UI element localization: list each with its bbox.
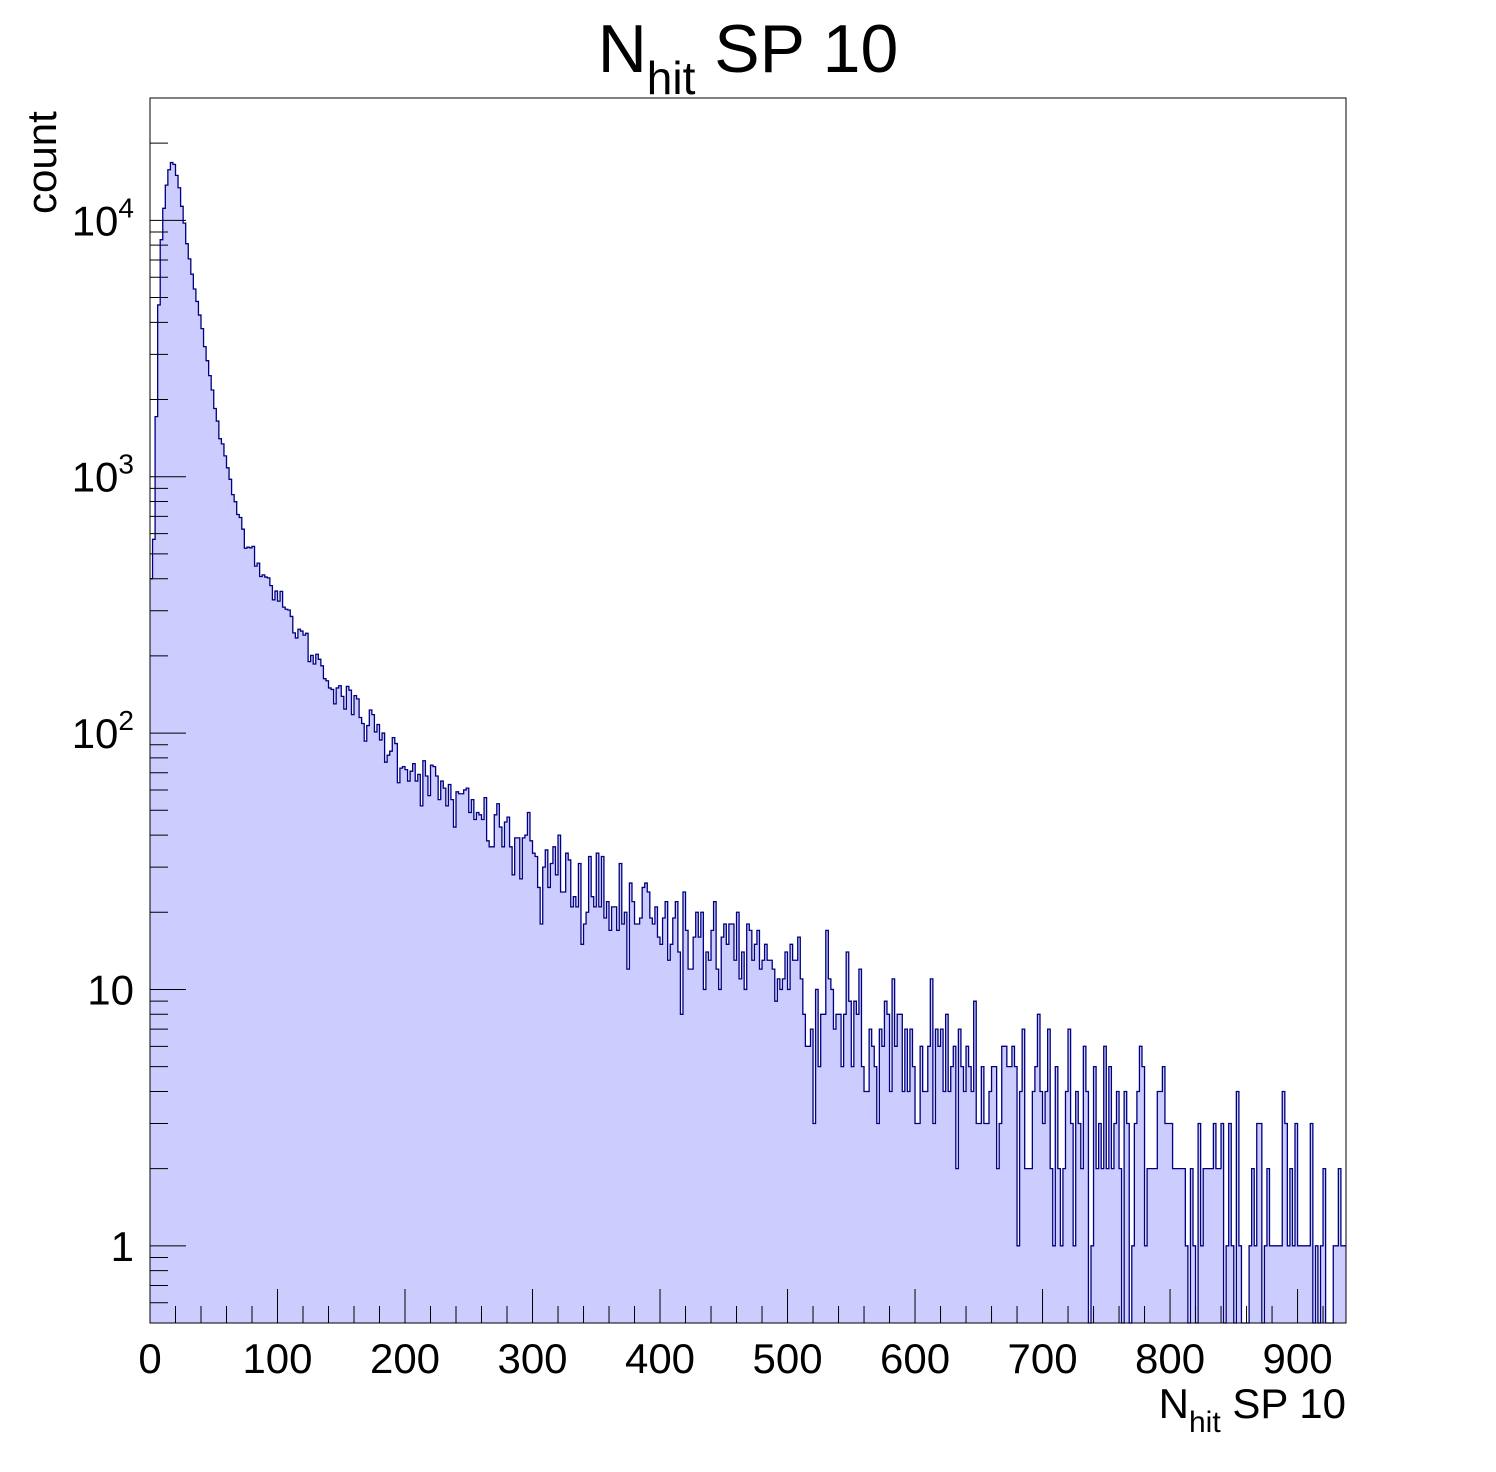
x-axis-title-base: N (1159, 1380, 1189, 1427)
x-tick-label: 800 (1135, 1335, 1205, 1382)
x-tick-label: 0 (138, 1335, 161, 1382)
y-tick-label: 103 (72, 449, 134, 501)
x-axis-title-rest: SP 10 (1221, 1380, 1346, 1427)
x-tick-label: 700 (1007, 1335, 1077, 1382)
histogram-fill (150, 162, 1346, 1323)
x-tick-label: 900 (1263, 1335, 1333, 1382)
y-axis-title: count (18, 111, 65, 214)
y-tick-label: 10 (87, 966, 134, 1013)
chart-title-base: N (598, 11, 647, 87)
x-tick-label: 100 (242, 1335, 312, 1382)
y-tick-label: 102 (72, 705, 134, 757)
x-axis: 0 100 200 300 400 500 600 700 800 900 (138, 1289, 1333, 1382)
x-axis-title: Nhit SP 10 (1159, 1380, 1346, 1439)
x-tick-label: 400 (625, 1335, 695, 1382)
y-tick-label: 104 (72, 192, 134, 244)
chart-title: Nhit SP 10 (598, 11, 899, 104)
y-tick-label: 1 (111, 1223, 134, 1270)
plot-frame (149, 97, 1347, 1324)
y-axis: 1 10 102 103 104 (72, 97, 186, 1324)
x-tick-label: 300 (497, 1335, 567, 1382)
x-tick-label: 500 (752, 1335, 822, 1382)
x-tick-label: 200 (370, 1335, 440, 1382)
x-tick-label: 600 (880, 1335, 950, 1382)
chart-title-rest: SP 10 (695, 11, 898, 87)
chart-title-sub: hit (647, 52, 696, 104)
histogram-bars (150, 161, 1346, 1324)
histogram-outline (150, 161, 1346, 1324)
x-axis-title-sub: hit (1189, 1406, 1221, 1439)
